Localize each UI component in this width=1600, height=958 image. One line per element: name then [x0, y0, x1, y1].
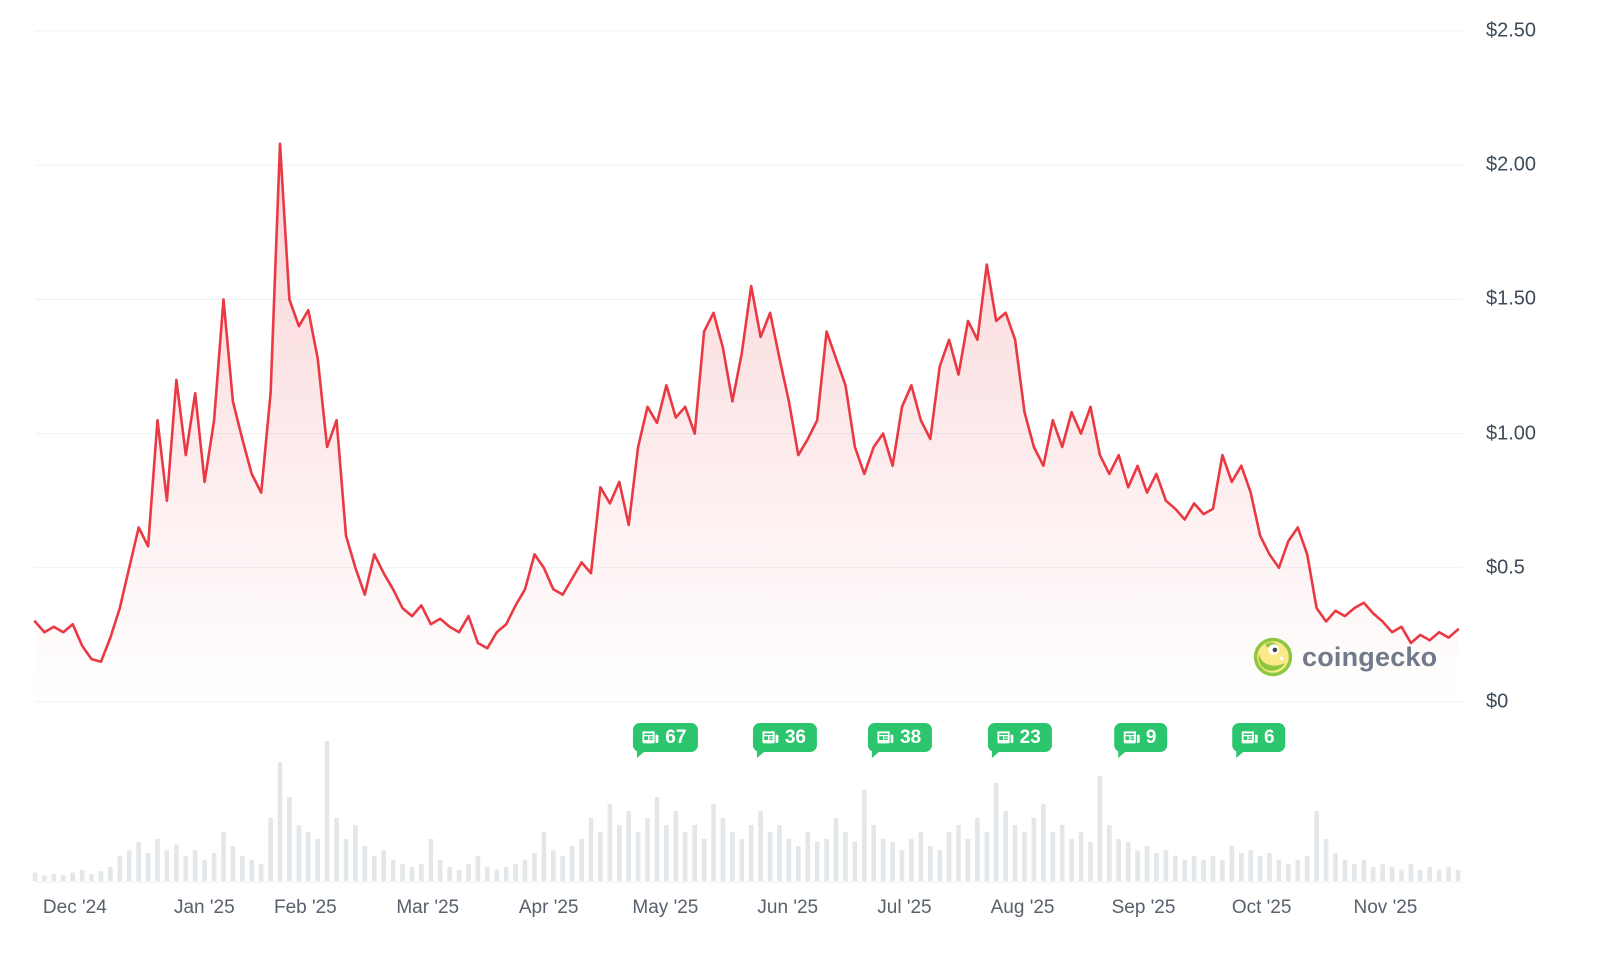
news-badge[interactable]: 38 — [868, 723, 933, 758]
news-count: 36 — [784, 727, 806, 748]
x-axis-label: Oct '25 — [1231, 897, 1292, 918]
x-axis-label: Sep '25 — [1111, 897, 1176, 918]
x-axis-label: Apr '25 — [518, 897, 579, 918]
x-axis-label: Nov '25 — [1353, 897, 1418, 918]
news-count: 9 — [1145, 727, 1157, 748]
x-axis-label: Dec '24 — [42, 897, 107, 918]
y-axis-label: $1.50 — [1486, 287, 1537, 310]
x-axis-label: May '25 — [632, 897, 699, 918]
news-badge[interactable]: 6 — [1231, 723, 1286, 758]
x-axis-label: Mar '25 — [396, 897, 460, 918]
x-axis-label: Jun '25 — [757, 897, 819, 918]
news-count: 38 — [900, 727, 922, 748]
y-axis-label: $0 — [1486, 690, 1509, 713]
news-count: 6 — [1263, 727, 1275, 748]
coingecko-wordmark: coingecko — [1302, 641, 1438, 672]
y-axis-label: $2.50 — [1486, 19, 1537, 42]
coingecko-watermark: coingecko — [1253, 637, 1437, 677]
newspaper-icon — [1241, 731, 1258, 744]
news-badge[interactable]: 36 — [752, 723, 817, 758]
x-axis-label: Jul '25 — [877, 897, 932, 918]
y-axis-label: $0.5 — [1486, 556, 1525, 579]
volume-bars — [32, 741, 1461, 881]
newspaper-icon — [877, 731, 894, 744]
x-axis-label: Jan '25 — [173, 897, 235, 918]
price-area — [35, 143, 1458, 702]
newspaper-icon — [997, 731, 1014, 744]
y-axis-label: $2.00 — [1486, 153, 1537, 176]
news-count: 67 — [665, 727, 687, 748]
news-badge[interactable]: 23 — [987, 723, 1052, 758]
price-line — [33, 142, 1460, 663]
news-badge[interactable]: 67 — [633, 723, 698, 758]
news-count: 23 — [1019, 727, 1041, 748]
y-axis-label: $1.00 — [1486, 422, 1537, 445]
newspaper-icon — [762, 731, 779, 744]
news-badge[interactable]: 9 — [1113, 723, 1168, 758]
x-axis-label: Feb '25 — [273, 897, 337, 918]
newspaper-icon — [1123, 731, 1140, 744]
newspaper-icon — [642, 731, 659, 744]
x-axis-label: Aug '25 — [990, 897, 1055, 918]
coingecko-logo-icon — [1253, 637, 1293, 677]
